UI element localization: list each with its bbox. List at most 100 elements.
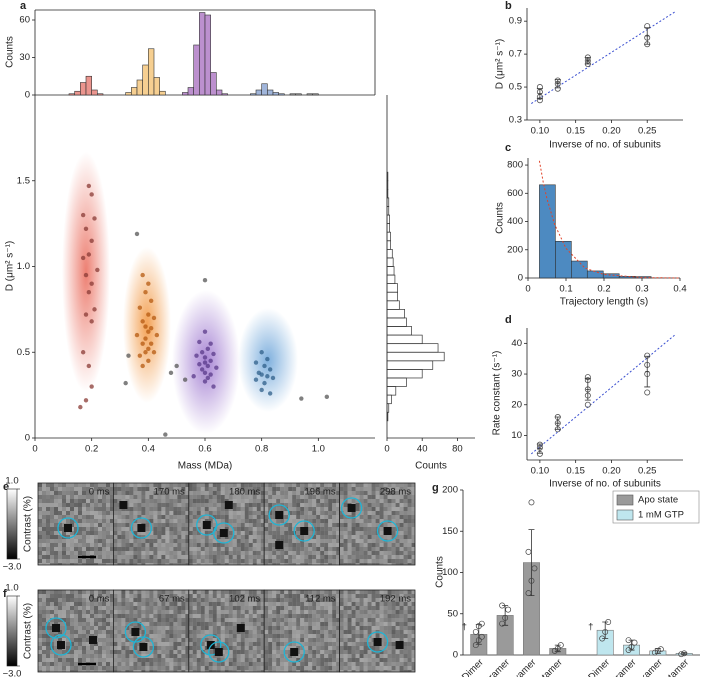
data-point [168,370,174,376]
y-tick-label: 400 [507,216,523,227]
noise-pixel [153,531,158,535]
noise-pixel [177,654,182,658]
noise-pixel [208,491,213,495]
noise-pixel [181,527,186,531]
image-frame [263,482,341,566]
noise-pixel [316,642,321,646]
noise-pixel [292,563,297,565]
noise-pixel [188,547,193,551]
noise-pixel [304,594,309,598]
noise-pixel [113,618,118,622]
noise-pixel [367,618,372,622]
noise-pixel [304,487,309,491]
noise-pixel [363,614,368,618]
noise-pixel [339,670,344,672]
noise-pixel [66,646,70,650]
noise-pixel [212,487,217,491]
histogram-bar [386,386,397,396]
noise-pixel [129,654,134,658]
noise-pixel [296,519,301,523]
noise-pixel [300,555,305,559]
noise-pixel [228,495,233,499]
noise-pixel [228,483,233,487]
noise-pixel [391,487,396,491]
noise-pixel [343,515,348,519]
noise-pixel [110,531,114,535]
histogram-bar [250,93,257,96]
noise-pixel [62,630,66,634]
noise-pixel [403,662,408,666]
noise-pixel [86,626,90,630]
noise-pixel [169,642,174,646]
noise-pixel [320,523,325,527]
noise-pixel [367,626,372,630]
noise-pixel [94,519,98,523]
noise-pixel [58,618,62,622]
noise-pixel [407,654,412,658]
noise-pixel [304,606,309,610]
noise-pixel [220,491,225,495]
noise-pixel [300,507,305,511]
noise-pixel [208,551,213,555]
noise-pixel [355,507,360,511]
noise-pixel [50,499,54,503]
data-point [265,374,270,379]
noise-pixel [165,650,170,654]
noise-pixel [192,594,197,598]
noise-pixel [46,650,50,654]
noise-pixel [141,662,146,666]
noise-pixel [248,630,253,634]
noise-pixel [157,666,162,670]
noise-pixel [264,543,269,547]
noise-pixel [308,654,313,658]
noise-pixel [110,594,114,598]
noise-pixel [50,634,54,638]
noise-pixel [411,483,415,487]
noise-pixel [284,646,289,650]
noise-pixel [157,650,162,654]
noise-pixel [177,650,182,654]
noise-pixel [188,555,193,559]
noise-pixel [260,503,265,507]
noise-pixel [395,551,400,555]
noise-pixel [324,602,329,606]
noise-pixel [98,618,102,622]
noise-pixel [102,503,106,507]
noise-pixel [276,507,281,511]
noise-pixel [181,507,186,511]
noise-pixel [106,555,110,559]
noise-pixel [173,523,178,527]
noise-pixel [355,666,360,670]
noise-pixel [212,602,217,606]
noise-pixel [375,511,380,515]
noise-pixel [58,563,62,565]
noise-pixel [248,622,253,626]
y-tick-label: 0 [25,90,30,101]
noise-pixel [403,626,408,630]
noise-pixel [106,622,110,626]
noise-pixel [216,614,221,618]
noise-pixel [363,499,368,503]
noise-pixel [268,598,273,602]
noise-pixel [276,650,281,654]
noise-pixel [62,539,66,543]
noise-pixel [379,622,384,626]
noise-pixel [268,495,273,499]
noise-pixel [165,646,170,650]
noise-pixel [141,531,146,535]
noise-pixel [343,519,348,523]
noise-pixel [339,622,344,626]
noise-pixel [316,531,321,535]
noise-pixel [86,658,90,662]
noise-pixel [411,614,415,618]
noise-pixel [169,602,174,606]
noise-pixel [157,610,162,614]
noise-pixel [332,602,337,606]
noise-pixel [403,511,408,515]
noise-pixel [86,559,90,563]
data-point [89,281,94,286]
noise-pixel [98,654,102,658]
noise-pixel [129,535,134,539]
noise-pixel [391,602,396,606]
particle [347,504,356,512]
